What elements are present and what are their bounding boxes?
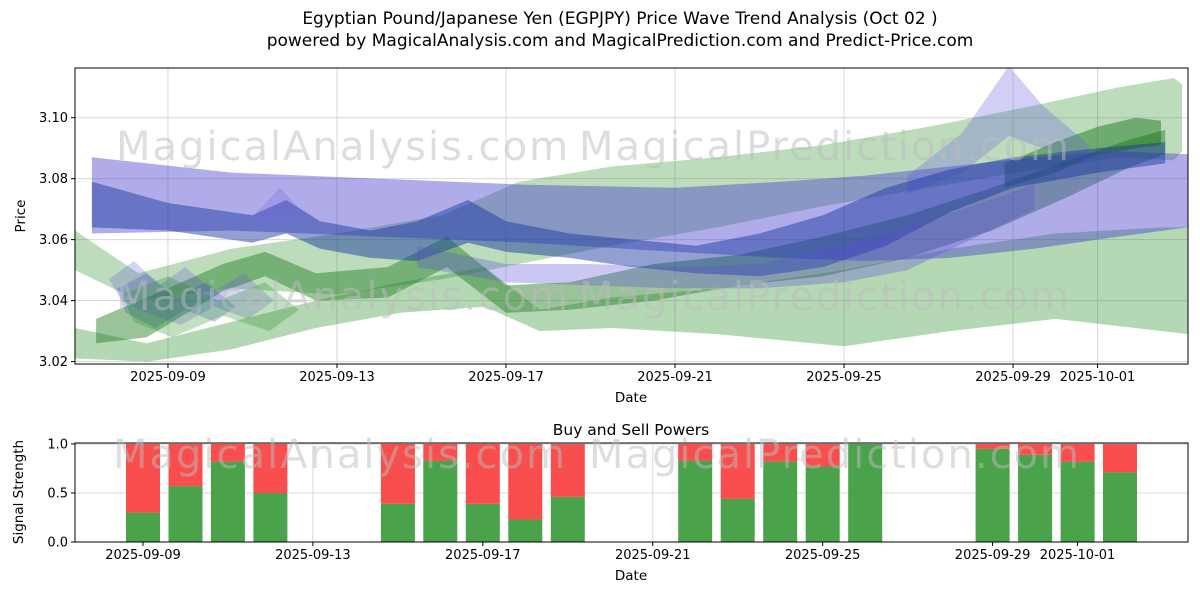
bar-segment-buy-power [805,466,840,542]
y-tick-label: 0.5 [47,486,68,501]
y-tick-label: 3.10 [39,111,68,126]
bar-segment-sell-power [550,444,585,497]
bar-segment-buy-power [168,486,203,542]
bar-segment-sell-power [720,444,755,499]
blue-peak-band [907,68,1090,194]
left-zigzag-blue [117,273,236,328]
x-tick-label: 2025-09-13 [299,370,375,385]
bar-segment-sell-power [975,444,1010,449]
bar-segment-buy-power [380,503,415,542]
blue-wide-band [91,151,1188,261]
bar-segment-buy-power [253,493,288,542]
bar-segment-buy-power [975,448,1010,542]
figure-title: Egyptian Pound/Japanese Yen (EGPJPY) Pri… [267,8,974,52]
bar-segment-buy-power [550,496,585,542]
green-dark-right-band [1004,117,1161,188]
bar-segment-sell-power [210,444,245,462]
bar-segment-buy-power [126,512,160,542]
bar-segment-sell-power [1060,444,1095,462]
x-tick-label: 2025-09-29 [955,548,1031,563]
bar-segment-buy-power [465,503,500,542]
y-tick-label: 3.04 [39,294,68,309]
blue-lower-mid-band [417,184,1035,289]
figure-title-line2: powered by MagicalAnalysis.com and Magic… [266,31,974,52]
x-tick-label: 2025-09-25 [806,370,882,385]
x-tick-label: 2025-10-01 [1060,370,1136,385]
x-tick-label: 2025-09-17 [445,548,521,563]
bar-segment-buy-power [848,444,883,542]
blue-bump-band [248,187,312,222]
bar-segment-sell-power [508,444,543,520]
bar-segment-buy-power [508,519,543,542]
x-tick-label: 2025-09-21 [615,548,691,563]
bar-segment-buy-power [678,460,713,542]
x-tick-label: 2025-09-25 [785,548,861,563]
bar-segment-sell-power [126,444,160,513]
x-tick-label: 2025-09-09 [105,548,181,563]
x-tick-label: 2025-09-17 [468,370,544,385]
power-chart-title: Buy and Sell Powers [552,421,710,439]
left-zigzag-green [121,276,299,338]
green-mid-band [96,129,1166,344]
figure-title-line1: Egyptian Pound/Japanese Yen (EGPJPY) Pri… [302,9,938,29]
bar-segment-sell-power [678,444,713,461]
bar-segment-sell-power [1018,444,1053,455]
bar-segment-sell-power [763,444,798,462]
bar-segment-buy-power [1103,472,1137,542]
y-tick-label: 1.0 [47,437,68,452]
x-tick-label: 2025-09-29 [975,370,1051,385]
bar-segment-buy-power [210,461,245,542]
bar-segment-sell-power [380,444,415,504]
y-tick-label: 3.08 [39,172,68,187]
green-upper-band [75,78,1183,301]
price-x-axis-label: Date [614,390,648,406]
blue-dark-band [91,142,1166,277]
bar-segment-sell-power [1103,444,1137,473]
plot-border [74,67,1189,365]
bar-segment-sell-power [423,444,458,461]
bar-segment-buy-power [1018,454,1053,542]
bar-segment-sell-power [465,444,500,504]
bar-segment-buy-power [423,460,458,542]
bar-segment-buy-power [763,461,798,542]
x-tick-label: 2025-10-01 [1040,548,1116,563]
left-zigzag-lavender [108,261,274,325]
x-tick-label: 2025-09-21 [637,370,713,385]
x-tick-label: 2025-09-13 [275,548,351,563]
y-tick-label: 0.0 [47,536,68,551]
y-tick-label: 3.02 [39,355,68,370]
bar-segment-sell-power [253,444,288,493]
bar-segment-sell-power [805,444,840,467]
bar-segment-sell-power [168,444,203,487]
bar-segment-buy-power [1060,461,1095,542]
x-tick-label: 2025-09-09 [130,370,206,385]
bar-segment-buy-power [720,498,755,542]
price-y-axis-label: Price [13,199,29,233]
y-tick-label: 3.06 [39,233,68,248]
power-x-axis-label: Date [614,568,648,584]
green-lower-band [75,227,1188,362]
power-y-axis-label: Signal Strength [11,439,27,545]
